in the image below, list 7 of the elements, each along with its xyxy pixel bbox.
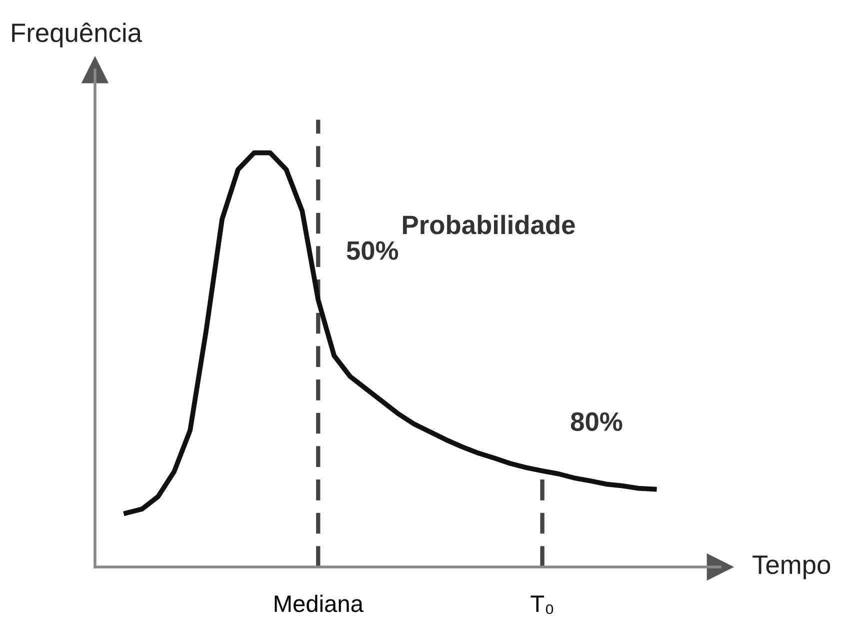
x-axis-title: Tempo bbox=[752, 556, 830, 580]
annotation: 80% bbox=[570, 412, 622, 431]
x-tick-label: Mediana bbox=[274, 594, 364, 612]
x-tick-label: T₀ bbox=[530, 596, 554, 614]
annotation: Probabilidade bbox=[403, 214, 575, 234]
y-axis-title: Frequência bbox=[12, 22, 142, 48]
annotation: 50% bbox=[346, 241, 398, 260]
